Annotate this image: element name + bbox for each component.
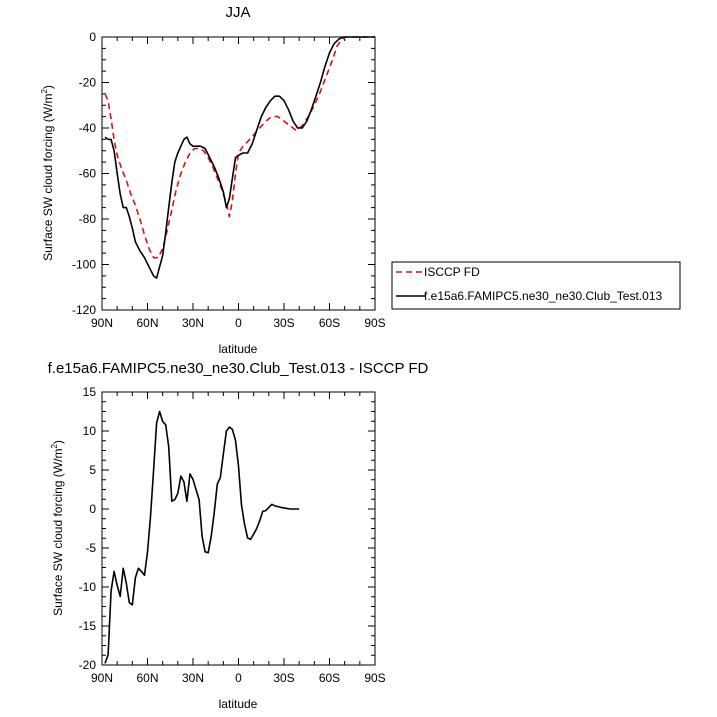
chart-bottom-y-tick-label: -5	[85, 541, 96, 555]
chart-top-y-tick-label: -40	[79, 121, 97, 135]
chart-bottom-y-tick-label: 5	[89, 463, 96, 477]
chart-top-y-axis: 0 -20 -40 -60 -80 -100 -120	[72, 30, 375, 317]
chart-top-series-line-1	[104, 36, 375, 279]
chart-top-series	[104, 36, 375, 279]
chart-top-y-tick-label: -20	[79, 76, 97, 90]
chart-top-y-tick-label: -80	[79, 212, 97, 226]
legend-label-isccp: ISCCP FD	[424, 265, 480, 279]
chart-bottom-y-tick-label: 0	[89, 502, 96, 516]
chart-bottom-y-tick-label: 10	[83, 424, 97, 438]
chart-bottom-x-tick-label: 60S	[319, 671, 340, 685]
chart-bottom-plot-area	[101, 391, 376, 666]
chart-bottom-x-label: latitude	[219, 697, 258, 711]
chart-top-y-tick-label: 0	[89, 30, 96, 44]
chart-top-x-tick-label: 90S	[364, 316, 385, 330]
legend-box	[391, 261, 681, 310]
chart-bottom: f.e15a6.FAMIPC5.ne30_ne30.Club_Test.013 …	[48, 360, 429, 711]
chart-bottom-y-tick-label: -10	[79, 580, 97, 594]
chart-bottom-y-tick-label: -15	[79, 619, 97, 633]
chart-bottom-x-tick-label: 30S	[273, 671, 294, 685]
chart-top-series-line-0	[104, 36, 375, 259]
chart-top-x-label: latitude	[219, 342, 258, 356]
chart-top: JJA 90N 60N 30N 0 30S 60S 90S 0 -20 -40 -60 -80 -10…	[40, 4, 386, 356]
chart-bottom-series	[104, 410, 300, 664]
chart-bottom-y-label: Surface SW cloud forcing (W/m2)	[50, 440, 65, 616]
chart-top-y-tick-label: -100	[72, 258, 96, 272]
chart-top-title: JJA	[225, 4, 250, 21]
chart-bottom-y-tick-label: -20	[79, 658, 97, 672]
chart-top-x-tick-label: 30N	[182, 316, 204, 330]
chart-bottom-x-tick-label: 0	[235, 671, 242, 685]
chart-top-plot-area	[101, 36, 376, 311]
chart-bottom-x-tick-label: 90S	[364, 671, 385, 685]
chart-bottom-series-line-0	[104, 410, 300, 664]
chart-top-y-label: Surface SW cloud forcing (W/m2)	[40, 85, 55, 261]
chart-top-x-tick-label: 0	[235, 316, 242, 330]
chart-top-x-tick-label: 60S	[319, 316, 340, 330]
chart-bottom-x-tick-label: 90N	[91, 671, 113, 685]
chart-top-y-tick-label: -60	[79, 167, 97, 181]
chart-bottom-y-axis: 15 10 5 0 -5 -10 -15 -20	[79, 385, 375, 672]
chart-bottom-x-tick-label: 60N	[136, 671, 158, 685]
chart-top-x-axis: 90N 60N 30N 0 30S 60S 90S	[91, 37, 386, 330]
chart-top-y-tick-label: -120	[72, 303, 96, 317]
chart-top-x-tick-label: 30S	[273, 316, 294, 330]
chart-top-x-tick-label: 60N	[136, 316, 158, 330]
chart-bottom-y-tick-label: 15	[83, 385, 97, 399]
legend-label-model: f.e15a6.FAMIPC5.ne30_ne30.Club_Test.013	[424, 289, 662, 303]
chart-bottom-title: f.e15a6.FAMIPC5.ne30_ne30.Club_Test.013 …	[48, 360, 429, 377]
chart-bottom-x-tick-label: 30N	[182, 671, 204, 685]
chart-bottom-x-axis: 90N 60N 30N 0 30S 60S 90S	[91, 392, 386, 685]
chart-top-legend: ISCCP FD f.e15a6.FAMIPC5.ne30_ne30.Club_…	[391, 261, 681, 310]
chart-top-x-tick-label: 90N	[91, 316, 113, 330]
